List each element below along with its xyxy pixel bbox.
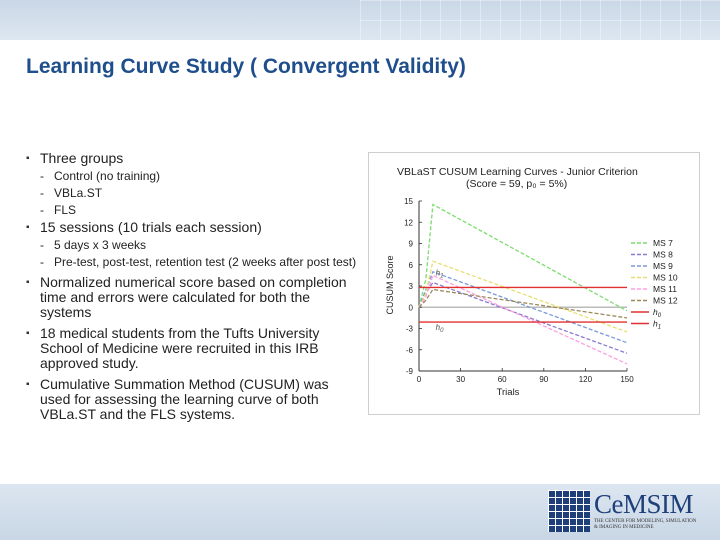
y-tick-label: -9 xyxy=(406,367,414,376)
chart-subtitle: (Score = 59, p₀ = 5%) xyxy=(466,178,567,190)
y-tick-label: 15 xyxy=(404,197,413,206)
bottom-decorative-band xyxy=(0,484,720,540)
sub-bullet-item: FLS xyxy=(26,203,358,217)
x-tick-label: 0 xyxy=(417,375,422,384)
bullet-item: 15 sessions (10 trials each session) xyxy=(26,220,358,236)
bullet-list: Three groups Control (no training) VBLa.… xyxy=(26,148,358,422)
series-line-ms-9 xyxy=(418,270,628,344)
x-tick-label: 30 xyxy=(456,375,465,384)
curve-annotation: h0 xyxy=(436,323,444,334)
top-tile-pattern xyxy=(360,0,720,40)
bullet-item: Cumulative Summation Method (CUSUM) was … xyxy=(26,377,358,422)
x-tick-label: 120 xyxy=(579,375,593,384)
cemsim-logo: CeMSIM THE CENTER FOR MODELING, SIMULATI… xyxy=(548,490,716,534)
chart-title: VBLaST CUSUM Learning Curves - Junior Cr… xyxy=(397,166,638,178)
chart-xlabel: Trials xyxy=(497,387,520,398)
y-tick-label: 6 xyxy=(409,261,414,270)
sub-bullet-item: Pre-test, post-test, retention test (2 w… xyxy=(26,255,358,269)
sub-bullet-item: Control (no training) xyxy=(26,169,358,183)
bullet-item: 18 medical students from the Tufts Unive… xyxy=(26,326,358,371)
sub-bullet-item: VBLa.ST xyxy=(26,186,358,200)
x-tick-label: 90 xyxy=(539,375,548,384)
logo-grid-mark xyxy=(548,490,590,532)
y-tick-label: 12 xyxy=(404,218,413,227)
y-tick-label: 3 xyxy=(409,282,414,291)
cusum-chart: VBLaST CUSUM Learning Curves - Junior Cr… xyxy=(368,152,700,415)
legend-label: MS 7 xyxy=(653,238,673,248)
logo-subtitle: THE CENTER FOR MODELING, SIMULATION & IM… xyxy=(594,519,714,531)
series-line-ms-7 xyxy=(418,203,628,312)
y-tick-label: 0 xyxy=(409,303,414,312)
chart-ylabel: CUSUM Score xyxy=(385,255,395,314)
cusum-chart-svg: VBLaST CUSUM Learning Curves - Junior Cr… xyxy=(385,166,678,398)
series-line-ms-11 xyxy=(418,274,628,365)
logo-subtitle-line: THE CENTER FOR MODELING, SIMULATION xyxy=(594,519,697,524)
y-tick-label: -3 xyxy=(406,325,414,334)
bullet-item: Three groups xyxy=(26,151,358,167)
y-tick-label: 9 xyxy=(409,240,414,249)
legend-label: MS 9 xyxy=(653,261,673,271)
y-tick-label: -6 xyxy=(406,346,414,355)
legend-label: MS 10 xyxy=(653,273,678,283)
bullet-item: Normalized numerical score based on comp… xyxy=(26,275,358,320)
series-line-ms-10 xyxy=(418,260,628,333)
logo-subtitle-line: & IMAGING IN MEDICINE xyxy=(594,525,654,530)
legend-label: h1 xyxy=(653,319,661,331)
curve-annotation: h1 xyxy=(436,268,444,279)
legend-label: h0 xyxy=(653,307,662,319)
top-decorative-band xyxy=(0,0,720,40)
x-tick-label: 60 xyxy=(498,375,507,384)
sub-bullet-item: 5 days x 3 weeks xyxy=(26,238,358,252)
series-line-ms-12 xyxy=(418,288,628,319)
logo-name: CeMSIM xyxy=(594,489,694,519)
legend-label: MS 12 xyxy=(653,296,678,306)
legend-label: MS 11 xyxy=(653,284,677,294)
x-tick-label: 150 xyxy=(620,375,634,384)
slide-title: Learning Curve Study ( Convergent Validi… xyxy=(26,55,466,78)
legend-label: MS 8 xyxy=(653,250,673,260)
